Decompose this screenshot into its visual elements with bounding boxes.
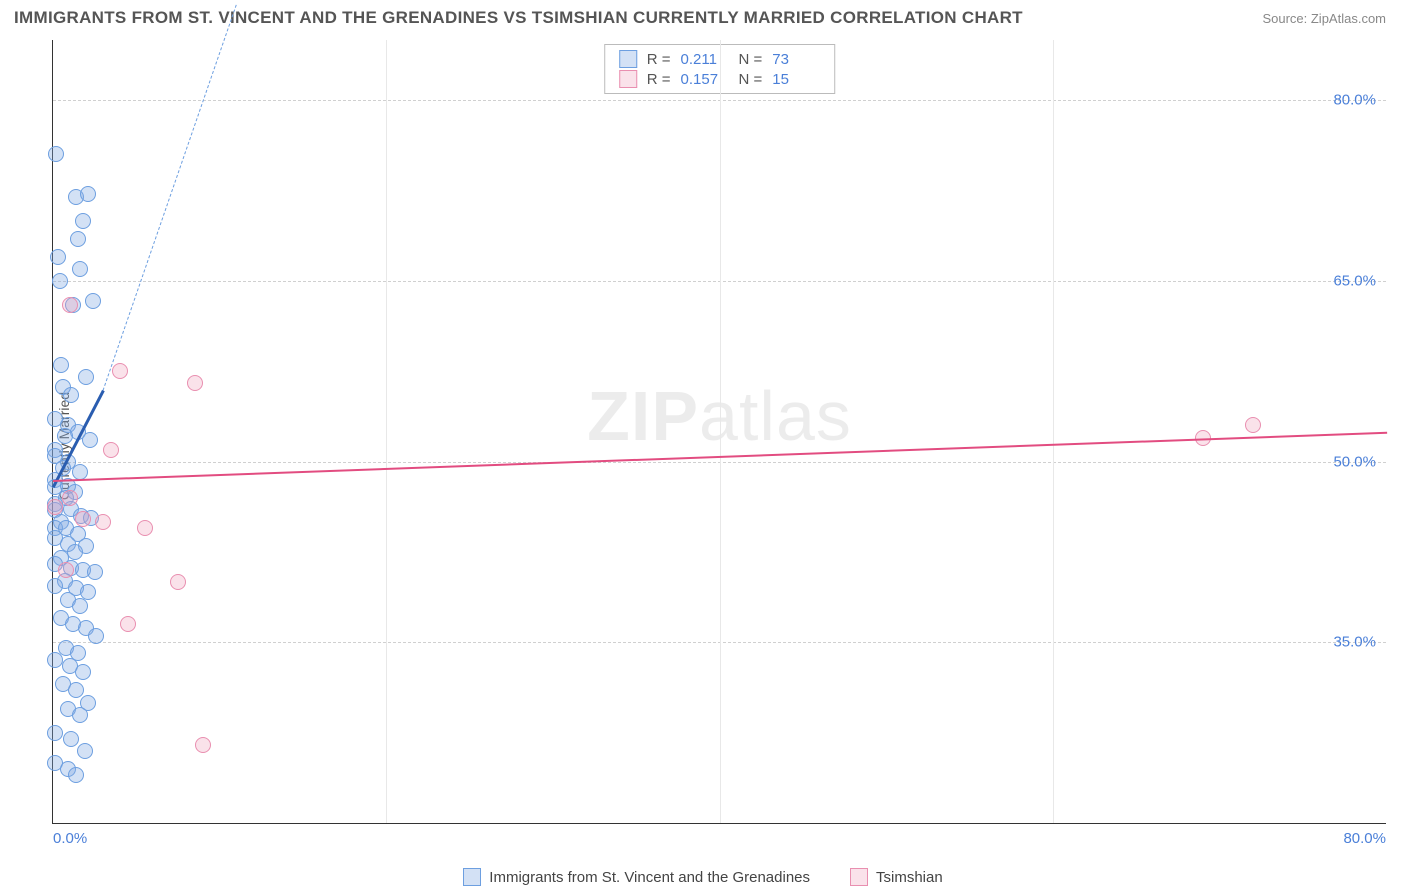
n-label: N = [739, 71, 763, 88]
data-point [50, 249, 66, 265]
data-point [85, 293, 101, 309]
n-value: 73 [772, 51, 820, 68]
data-point [82, 432, 98, 448]
data-point [75, 664, 91, 680]
data-point [47, 652, 63, 668]
legend-item: Immigrants from St. Vincent and the Gren… [463, 868, 810, 886]
series-legend: Immigrants from St. Vincent and the Gren… [0, 868, 1406, 886]
data-point [53, 357, 69, 373]
chart-container: Currently Married ZIPatlas R =0.211N =73… [14, 40, 1386, 852]
r-label: R = [647, 71, 671, 88]
y-tick-label: 50.0% [1333, 453, 1376, 470]
legend-swatch [619, 50, 637, 68]
n-label: N = [739, 51, 763, 68]
data-point [75, 213, 91, 229]
data-point [72, 707, 88, 723]
data-point [137, 520, 153, 536]
r-value: 0.157 [681, 71, 729, 88]
legend-swatch [463, 868, 481, 886]
chart-title: IMMIGRANTS FROM ST. VINCENT AND THE GREN… [14, 8, 1023, 28]
data-point [48, 146, 64, 162]
data-point [58, 562, 74, 578]
data-point [68, 767, 84, 783]
y-tick-label: 80.0% [1333, 92, 1376, 109]
r-label: R = [647, 51, 671, 68]
data-point [78, 369, 94, 385]
data-point [195, 737, 211, 753]
data-point [70, 231, 86, 247]
data-point [47, 499, 63, 515]
data-point [103, 442, 119, 458]
data-point [95, 514, 111, 530]
data-point [80, 186, 96, 202]
data-point [72, 598, 88, 614]
r-value: 0.211 [681, 51, 729, 68]
x-tick-label: 80.0% [1343, 830, 1386, 847]
x-tick-label: 0.0% [53, 830, 87, 847]
data-point [187, 375, 203, 391]
legend-label: Immigrants from St. Vincent and the Gren… [489, 869, 810, 886]
gridline-v [720, 40, 721, 823]
n-value: 15 [772, 71, 820, 88]
trend-line [103, 4, 237, 390]
data-point [63, 387, 79, 403]
plot-area: ZIPatlas R =0.211N =73R =0.157N =15 35.0… [52, 40, 1386, 824]
data-point [62, 490, 78, 506]
data-point [63, 731, 79, 747]
legend-label: Tsimshian [876, 869, 943, 886]
y-tick-label: 35.0% [1333, 634, 1376, 651]
data-point [80, 584, 96, 600]
data-point [72, 261, 88, 277]
gridline-v [1053, 40, 1054, 823]
data-point [77, 743, 93, 759]
data-point [62, 297, 78, 313]
source-label: Source: ZipAtlas.com [1262, 11, 1386, 26]
data-point [1245, 417, 1261, 433]
data-point [75, 511, 91, 527]
data-point [170, 574, 186, 590]
data-point [88, 628, 104, 644]
legend-item: Tsimshian [850, 868, 943, 886]
data-point [112, 363, 128, 379]
data-point [52, 273, 68, 289]
data-point [47, 578, 63, 594]
data-point [47, 725, 63, 741]
y-tick-label: 65.0% [1333, 272, 1376, 289]
data-point [87, 564, 103, 580]
legend-swatch [850, 868, 868, 886]
gridline-v [386, 40, 387, 823]
legend-swatch [619, 70, 637, 88]
data-point [120, 616, 136, 632]
